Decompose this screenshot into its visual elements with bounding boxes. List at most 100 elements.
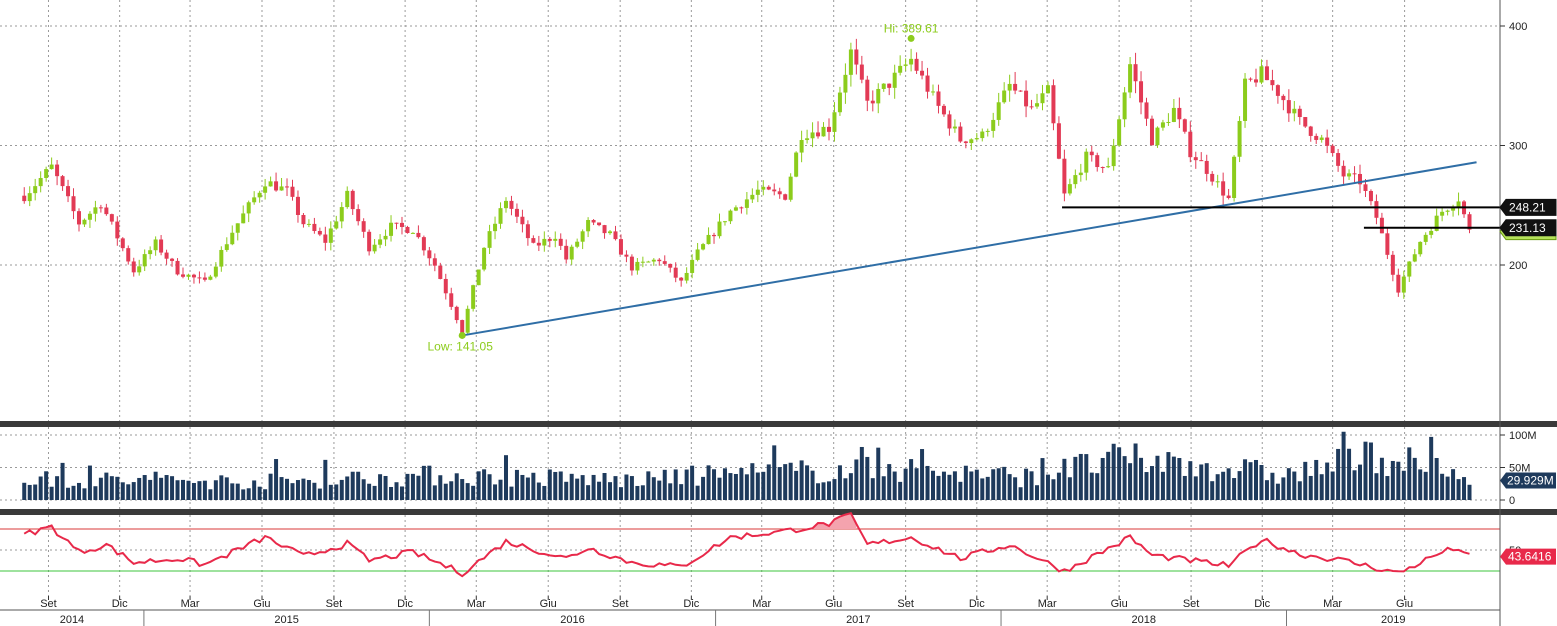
candle-down xyxy=(1024,90,1029,107)
volume-bar xyxy=(1204,463,1209,500)
candle-down xyxy=(1297,108,1302,118)
volume-bar xyxy=(531,472,536,500)
price-tag-box xyxy=(1499,198,1557,216)
candle-up xyxy=(903,64,908,66)
volume-bar xyxy=(378,474,383,500)
month-tick-label: Dic xyxy=(683,598,699,610)
grid-lines xyxy=(0,0,1500,596)
volume-bar xyxy=(1286,468,1291,500)
candle-down xyxy=(1177,107,1182,120)
month-tick-label: Set xyxy=(326,598,343,610)
volume-bar xyxy=(755,472,760,500)
high-marker xyxy=(907,34,915,42)
volume-bar xyxy=(1319,474,1324,500)
candle-down xyxy=(514,208,519,217)
candle-up xyxy=(1007,83,1012,91)
candle-down xyxy=(405,226,410,234)
candle-down xyxy=(1199,160,1204,162)
volume-bar xyxy=(60,462,65,500)
price-tick-label: 300 xyxy=(1509,141,1527,153)
volume-bar xyxy=(618,487,623,500)
candle-down xyxy=(887,83,892,88)
volume-rsi-separator[interactable] xyxy=(0,509,1557,515)
volume-bar xyxy=(197,481,202,500)
volume-bar xyxy=(383,475,388,500)
volume-bar xyxy=(350,471,355,500)
candle-up xyxy=(881,83,886,89)
volume-bar xyxy=(1264,480,1269,500)
volume-bar xyxy=(854,459,859,500)
low-marker xyxy=(458,331,466,339)
volume-bar xyxy=(1401,470,1406,500)
volume-bar xyxy=(848,473,853,500)
volume-bar xyxy=(591,474,596,500)
volume-bar xyxy=(421,465,426,500)
candle-up xyxy=(1456,201,1461,208)
candle-down xyxy=(1330,145,1335,154)
rsi-last-tag: 43.6416 xyxy=(1500,548,1556,565)
candle-up xyxy=(49,164,54,170)
volume-bar xyxy=(109,476,114,500)
price-volume-separator[interactable] xyxy=(0,421,1557,427)
month-tick-label: Giu xyxy=(1396,598,1413,610)
candle-up xyxy=(646,261,651,263)
volume-bar xyxy=(410,473,415,500)
candle-up xyxy=(717,221,722,237)
candle-down xyxy=(1144,102,1149,119)
volume-bar xyxy=(1297,481,1302,500)
candle-up xyxy=(799,140,804,153)
candle-down xyxy=(772,189,777,192)
volume-bar xyxy=(684,469,689,500)
candle-down xyxy=(1368,190,1373,202)
candle-down xyxy=(175,260,180,275)
volume-bar xyxy=(1078,453,1083,500)
candle-down xyxy=(1358,173,1363,185)
candle-down xyxy=(564,245,569,260)
volume-bar xyxy=(1160,471,1165,500)
volume-bar xyxy=(460,479,465,500)
candle-down xyxy=(914,58,919,71)
volume-bar xyxy=(148,479,153,500)
candle-up xyxy=(690,259,695,273)
volume-bar xyxy=(739,467,744,500)
candle-down xyxy=(71,196,76,212)
candle-up xyxy=(1122,92,1127,120)
volume-bar xyxy=(909,459,914,500)
candle-up xyxy=(1073,175,1078,185)
candle-down xyxy=(1308,126,1313,136)
volume-bar xyxy=(881,476,886,500)
candle-up xyxy=(931,91,936,93)
volume-bar xyxy=(438,475,443,500)
candle-down xyxy=(673,267,678,278)
candle-up xyxy=(1401,276,1406,293)
volume-bar xyxy=(367,483,372,500)
volume-bar xyxy=(1379,457,1384,500)
volume-bar xyxy=(679,484,684,500)
volume-bar xyxy=(1330,471,1335,500)
volume-panel xyxy=(22,431,1472,500)
candle-down xyxy=(1467,214,1472,230)
candle-down xyxy=(443,278,448,294)
candle-down xyxy=(1264,66,1269,81)
volume-bar xyxy=(126,484,131,500)
volume-bar xyxy=(1363,441,1368,500)
volume-bar xyxy=(608,482,613,500)
volume-bar xyxy=(71,485,76,500)
candle-up xyxy=(44,169,49,178)
volume-bar xyxy=(722,468,727,500)
volume-bar xyxy=(914,468,919,500)
candle-up xyxy=(952,126,957,129)
volume-bar xyxy=(816,483,821,500)
candle-down xyxy=(55,164,60,177)
volume-bar xyxy=(503,455,508,500)
volume-bar xyxy=(454,473,459,500)
candle-down xyxy=(520,216,525,225)
candle-down xyxy=(120,238,125,249)
volume-bar xyxy=(1374,473,1379,500)
rsi-panel xyxy=(0,512,1500,578)
volume-bar xyxy=(1056,472,1061,500)
volume-bar xyxy=(1418,469,1423,500)
candle-up xyxy=(651,259,656,262)
candle-up xyxy=(843,74,848,93)
volume-bar xyxy=(969,471,974,500)
